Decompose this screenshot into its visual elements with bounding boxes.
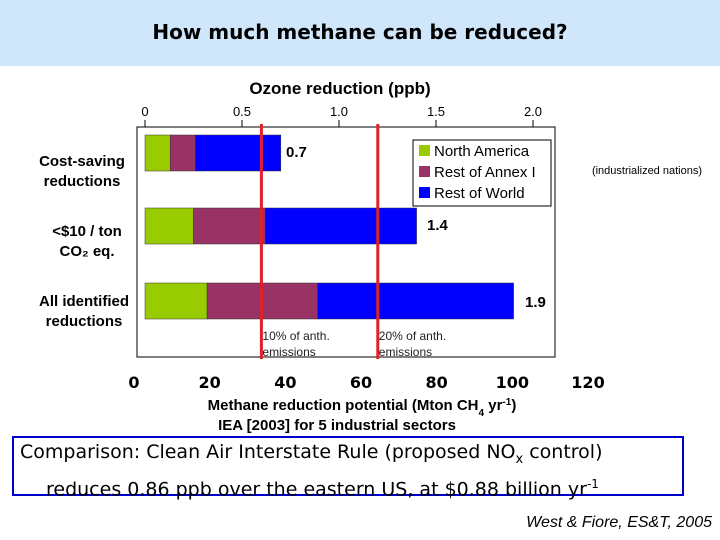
- top-tick-label: 0: [141, 104, 148, 119]
- bottom-tick-label: 60: [350, 373, 372, 392]
- bottom-axis-title: Methane reduction potential (Mton CH4 yr…: [208, 397, 517, 419]
- title-bar: [0, 0, 720, 66]
- bottom-tick-label: 120: [571, 373, 604, 392]
- comparison-box: Comparison: Clean Air Interstate Rule (p…: [12, 436, 684, 500]
- legend-label: Rest of Annex I: [434, 164, 536, 181]
- bar-segment: [195, 134, 282, 172]
- reference-lines: 10% of anth. emissions 20% of anth. emissio…: [259, 124, 446, 359]
- bar-segment: [265, 207, 417, 245]
- bar-segment: [144, 282, 208, 320]
- category-label: Cost-saving: [39, 153, 125, 170]
- bar-segment: [169, 134, 196, 172]
- category-label: All identified: [39, 293, 129, 310]
- bar-segment: [317, 282, 514, 320]
- slide-title: How much methane can be reduced?: [152, 20, 568, 44]
- bottom-axis-ticks: 0 20 40 60 80 100 120: [128, 373, 604, 392]
- top-tick-label: 1.0: [330, 104, 348, 119]
- methane-ozone-chart: Ozone reduction (ppb) 0 0.5 1.0 1.5 2.0 Cost…: [39, 79, 702, 434]
- bar-segment: [144, 207, 194, 245]
- bottom-tick-label: 20: [199, 373, 221, 392]
- legend-box: [412, 139, 552, 207]
- legend-swatch: [419, 166, 430, 177]
- top-tick-label: 2.0: [524, 104, 542, 119]
- top-tick-label: 1.5: [427, 104, 445, 119]
- total-label: 1.9: [525, 294, 546, 311]
- bar-segment: [193, 207, 266, 245]
- legend-label: North America: [434, 143, 530, 160]
- top-axis-ticks: 0 0.5 1.0 1.5 2.0: [141, 104, 542, 127]
- total-label: 0.7: [286, 144, 307, 161]
- category-label: reductions: [46, 313, 123, 330]
- legend-swatch: [419, 145, 430, 156]
- legend-label: Rest of World: [434, 185, 525, 202]
- category-label: reductions: [44, 173, 121, 190]
- reference-line-label: emissions: [262, 345, 315, 359]
- comparison-line-1: Comparison: Clean Air Interstate Rule (p…: [20, 441, 603, 467]
- category-labels: Cost-saving reductions <$10 / ton CO₂ eq. Al…: [39, 153, 129, 330]
- plot-frame: [136, 126, 556, 358]
- legend-note: (industrialized nations): [592, 165, 702, 177]
- bottom-tick-label: 100: [496, 373, 529, 392]
- citation: West & Fiore, ES&T, 2005: [526, 514, 712, 531]
- bottom-axis-subtitle: IEA [2003] for 5 industrial sectors: [218, 417, 456, 434]
- bottom-tick-label: 0: [128, 373, 139, 392]
- category-label: CO₂ eq.: [59, 243, 114, 260]
- bottom-tick-label: 80: [426, 373, 448, 392]
- reference-line-label: emissions: [379, 345, 432, 359]
- reference-line-label: 20% of anth.: [379, 329, 446, 343]
- top-tick-label: 0.5: [233, 104, 251, 119]
- legend-swatch: [419, 187, 430, 198]
- reference-line-label: 10% of anth.: [262, 329, 329, 343]
- total-label: 1.4: [427, 217, 449, 234]
- legend: North America Rest of Annex I Rest of Worl…: [412, 139, 552, 207]
- bottom-tick-label: 40: [274, 373, 296, 392]
- total-labels: 0.7 1.4 1.9: [286, 144, 546, 311]
- bar-segment: [144, 134, 171, 172]
- comparison-line-2: reduces 0.86 ppb over the eastern US, at…: [46, 476, 599, 501]
- category-label: <$10 / ton: [52, 223, 122, 240]
- top-axis-title: Ozone reduction (ppb): [249, 79, 430, 98]
